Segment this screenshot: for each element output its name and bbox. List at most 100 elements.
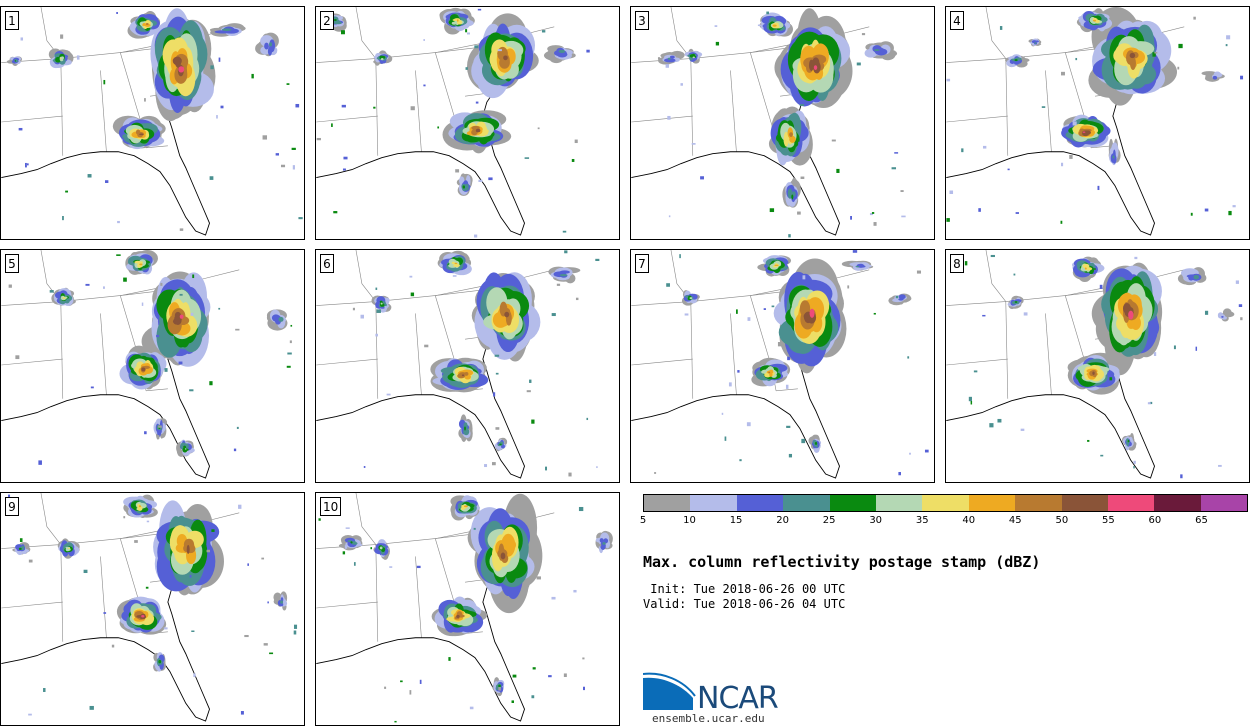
reflectivity-cell (1193, 274, 1200, 280)
reflectivity-speckle (736, 309, 738, 314)
reflectivity-speckle (1228, 210, 1232, 216)
reflectivity-speckle (1178, 43, 1183, 49)
state-boundary (60, 544, 64, 642)
reflectivity-cell (809, 308, 815, 318)
reflectivity-cell (556, 51, 568, 58)
reflectivity-speckle (116, 12, 118, 14)
state-boundary (60, 58, 64, 156)
reflectivity-cell (769, 372, 773, 377)
colorbar-tick: 60 (1148, 515, 1162, 526)
reflectivity-speckle (333, 211, 338, 214)
reflectivity-speckle (763, 308, 766, 310)
reflectivity-cell (602, 542, 606, 545)
reflectivity-speckle (20, 37, 24, 41)
state-boundary (1, 532, 170, 549)
reflectivity-speckle (586, 417, 589, 421)
reflectivity-speckle (363, 466, 366, 468)
reflectivity-cell (559, 273, 568, 277)
postage-stamp-panel: 10 (315, 492, 620, 726)
reflectivity-speckle (160, 282, 163, 286)
reflectivity-speckle (1190, 212, 1193, 216)
reflectivity-cell (454, 262, 458, 265)
reflectivity-speckle (800, 176, 805, 180)
reflectivity-speckle (90, 386, 94, 389)
reflectivity-speckle (536, 576, 541, 580)
member-number-label: 8 (950, 254, 964, 273)
reflectivity-cell (463, 505, 468, 508)
reflectivity-speckle (235, 328, 240, 331)
reflectivity-speckle (973, 370, 978, 373)
reflectivity-speckle (353, 562, 356, 566)
reflectivity-speckle (343, 156, 348, 160)
reflectivity-speckle (287, 352, 292, 355)
reflectivity-cell (475, 128, 481, 133)
reflectivity-speckle (901, 215, 906, 218)
reflectivity-map (946, 250, 1243, 479)
reflectivity-speckle (700, 176, 704, 180)
reflectivity-speckle (191, 630, 195, 633)
reflectivity-map (631, 7, 906, 238)
reflectivity-speckle (665, 64, 669, 68)
reflectivity-speckle (156, 334, 160, 338)
reflectivity-speckle (465, 29, 468, 33)
reflectivity-speckle (529, 379, 532, 383)
state-boundary (730, 313, 737, 395)
state-boundary (985, 7, 1007, 59)
reflectivity-speckle (238, 504, 242, 509)
reflectivity-cell (498, 684, 501, 688)
reflectivity-cell (1092, 19, 1097, 22)
state-boundary (415, 556, 422, 638)
reflectivity-speckle (28, 559, 33, 563)
reflectivity-speckle (144, 98, 146, 102)
postage-stamp-panel: 9 (0, 492, 305, 726)
chart-title: Max. column reflectivity postage stamp (… (643, 553, 1041, 571)
colorbar-tick: 30 (869, 515, 883, 526)
reflectivity-speckle (178, 361, 183, 365)
state-boundary (146, 145, 168, 149)
reflectivity-speckle (1069, 154, 1073, 159)
reflectivity-speckle (728, 382, 732, 387)
reflectivity-speckle (493, 392, 496, 397)
reflectivity-cell (1082, 130, 1089, 137)
reflectivity-speckle (583, 686, 585, 691)
reflectivity-cell (280, 600, 284, 604)
reflectivity-speckle (216, 115, 218, 119)
reflectivity-speckle (89, 705, 94, 710)
reflectivity-speckle (1099, 284, 1103, 289)
reflectivity-speckle (982, 145, 987, 149)
colorbar-swatch (1200, 495, 1248, 511)
reflectivity-cell (456, 614, 460, 619)
reflectivity-speckle (341, 104, 346, 108)
reflectivity-speckle (1238, 304, 1243, 308)
reflectivity-speckle (280, 164, 286, 168)
state-boundary (40, 493, 62, 545)
reflectivity-speckle (769, 208, 775, 213)
reflectivity-speckle (409, 690, 412, 695)
reflectivity-cell (812, 57, 820, 68)
reflectivity-speckle (145, 495, 151, 497)
colorbar-swatch (1061, 495, 1108, 511)
reflectivity-speckle (497, 49, 502, 52)
member-number-label: 9 (5, 497, 19, 516)
colorbar-swatch (1015, 495, 1062, 511)
reflectivity-cell (186, 544, 190, 554)
reflectivity-speckle (293, 630, 297, 635)
reflectivity-speckle (571, 158, 575, 162)
reflectivity-map (316, 493, 613, 723)
reflectivity-speckle (105, 180, 109, 183)
state-boundary (355, 7, 377, 59)
reflectivity-cell (381, 548, 385, 552)
colorbar-swatch (690, 495, 737, 511)
reflectivity-speckle (376, 309, 381, 313)
reflectivity-cell (457, 373, 466, 379)
reflectivity-speckle (978, 208, 981, 212)
reflectivity-speckle (352, 307, 355, 311)
reflectivity-speckle (475, 101, 479, 104)
reflectivity-speckle (370, 547, 373, 550)
reflectivity-speckle (76, 55, 80, 60)
reflectivity-speckle (1075, 57, 1078, 61)
reflectivity-cell (139, 261, 143, 264)
reflectivity-cell (137, 506, 143, 511)
postage-stamp-panel: 5 (0, 249, 305, 483)
reflectivity-speckle (1061, 162, 1064, 167)
